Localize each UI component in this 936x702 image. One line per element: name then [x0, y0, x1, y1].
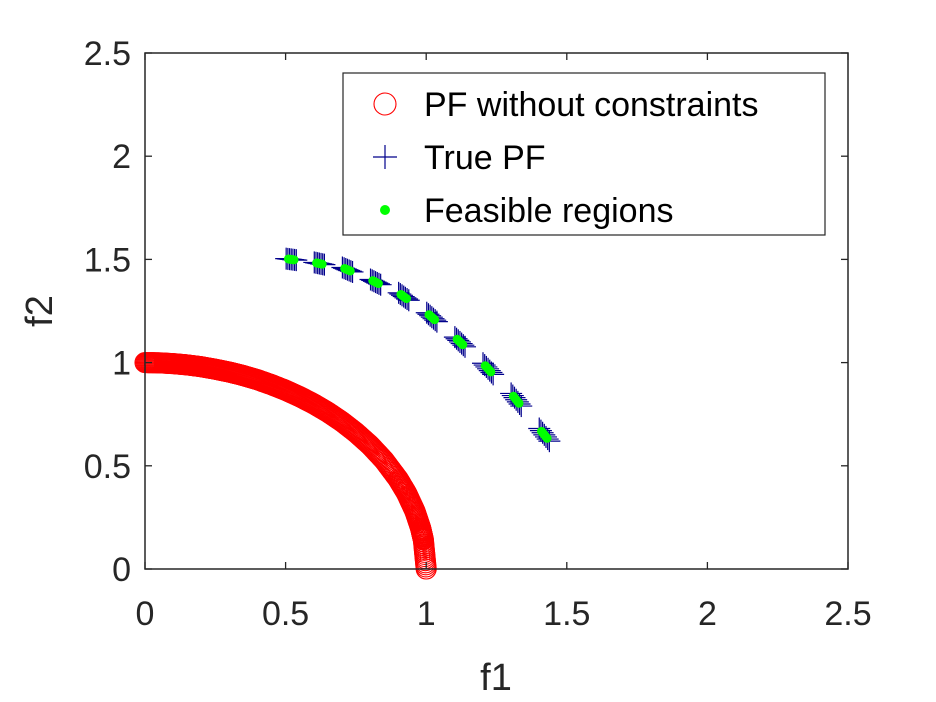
feasible-dot-marker: [373, 279, 383, 289]
y-tick-label: 2: [112, 138, 131, 176]
series-true-pf: [275, 247, 561, 453]
legend-label: PF without constraints: [424, 86, 758, 124]
legend-entry: PF without constraints: [373, 86, 758, 124]
legend: PF without constraints True PF Feasible re…: [342, 72, 826, 236]
y-tick-label: 1.5: [84, 241, 131, 279]
y-tick-label: 0: [112, 551, 131, 589]
x-tick-label: 1.5: [543, 595, 590, 633]
feasible-dot-marker: [430, 315, 440, 325]
feasible-dot-marker: [514, 398, 524, 408]
y-tick-label: 2.5: [84, 35, 131, 73]
x-tick-label: 0: [136, 595, 155, 633]
legend-circle-marker: [373, 92, 397, 116]
feasible-dot-marker: [289, 255, 299, 265]
x-tick-label: 2: [698, 595, 717, 633]
feasible-dot-marker: [458, 340, 468, 350]
series-feasible-regions: [283, 254, 552, 443]
legend-entry: True PF: [373, 139, 546, 177]
plot-frame: [144, 52, 849, 570]
legend-dot-marker: [380, 205, 390, 215]
legend-box: [342, 72, 826, 236]
plot-marks: [134, 247, 561, 580]
x-axis-label: f1: [480, 657, 512, 699]
legend-label: Feasible regions: [424, 192, 673, 230]
y-tick-label: 0.5: [84, 448, 131, 486]
legend-entries: PF without constraints True PF Feasible re…: [373, 86, 758, 230]
legend-plus-marker: [373, 145, 397, 169]
y-axis-label: f2: [19, 295, 61, 327]
legend-label: True PF: [424, 139, 546, 177]
axis-ticks: 0 0.5 1 1.5 2 2.5 0 0.5 1 1.5 2 2.5: [84, 35, 872, 633]
x-tick-label: 2.5: [824, 595, 871, 633]
x-tick-label: 0.5: [262, 595, 309, 633]
feasible-dot-marker: [402, 294, 412, 304]
y-tick-label: 1: [112, 345, 131, 383]
series-pf-without-constraints: [134, 352, 437, 580]
feasible-dot-marker: [317, 259, 327, 269]
feasible-dot-marker: [345, 266, 355, 276]
legend-entry: Feasible regions: [380, 192, 673, 230]
feasible-dot-marker: [486, 367, 496, 377]
feasible-dot-marker: [542, 433, 552, 443]
x-tick-label: 1: [417, 595, 436, 633]
